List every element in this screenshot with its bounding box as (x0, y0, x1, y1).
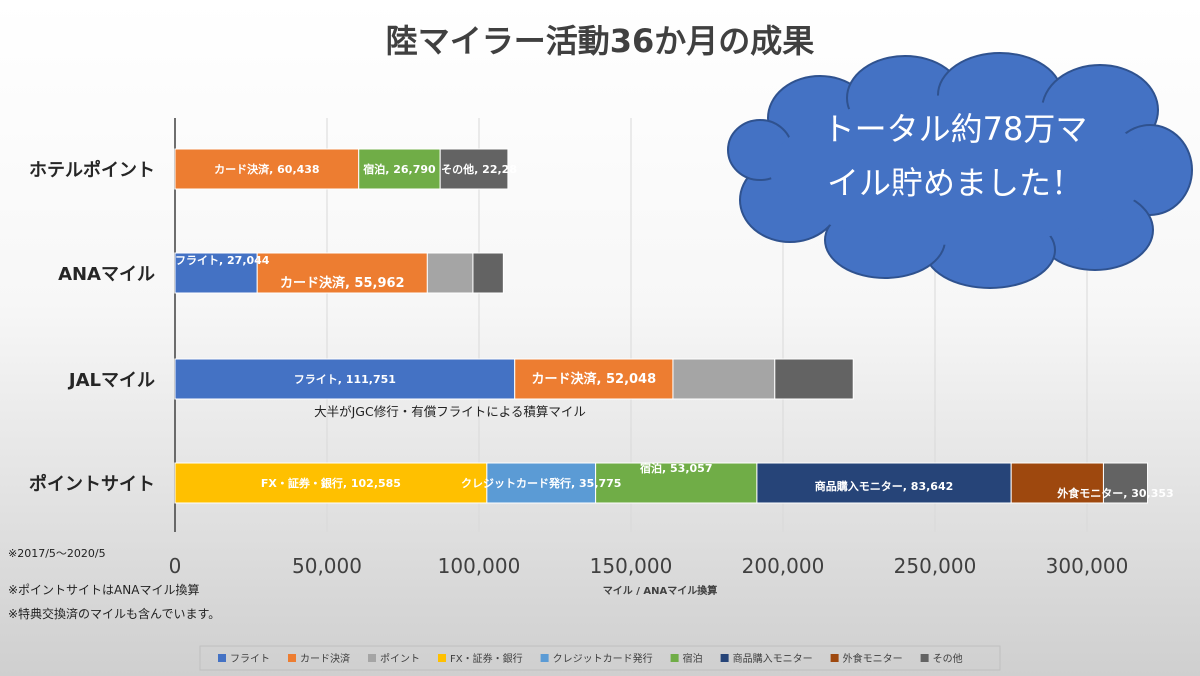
data-label: 外食モニター, 30,353 (1056, 486, 1173, 500)
legend-label: 商品購入モニター (733, 652, 813, 665)
note-redeemed: ※特典交換済のマイルも含んでいます。 (8, 606, 220, 621)
x-tick-label: 200,000 (742, 554, 825, 578)
bars (174, 148, 1149, 504)
category-label: ポイントサイト (29, 473, 155, 495)
x-tick-label: 0 (169, 554, 182, 578)
bar-credit (486, 462, 597, 504)
cloud-text-line2: イル貯めました！ (827, 164, 1083, 202)
x-tick-label: 250,000 (894, 554, 977, 578)
legend-label: FX・証券・銀行 (450, 652, 523, 665)
legend-label: カード決済 (300, 652, 350, 665)
data-label: カード決済, 55,962 (280, 275, 405, 291)
bar-point (672, 358, 776, 400)
x-tick-label: 300,000 (1046, 554, 1129, 578)
bar-other (1102, 462, 1149, 504)
x-tick-label: 100,000 (438, 554, 521, 578)
data-label: フライト, 111,751 (294, 373, 396, 386)
legend-swatch-dining (830, 654, 839, 662)
bar-other (774, 358, 854, 400)
bar-card (514, 358, 674, 400)
bar-fx (174, 462, 488, 504)
legend-swatch-fx (438, 654, 446, 662)
legend-swatch-flight (218, 654, 226, 662)
cloud-text-line1: トータル約78万マ (823, 110, 1088, 148)
total-cloud-callout: トータル約78万マ イル貯めました！ (727, 52, 1193, 289)
bar-flight (174, 252, 258, 294)
data-labels: カード決済, 60,438 宿泊, 26,790 その他, 22,28 フライト, 2… (175, 162, 1174, 500)
bar-card (256, 252, 428, 294)
legend-label: フライト (230, 653, 270, 665)
x-tick-labels: 0 50,000 100,000 150,000 200,000 250,000 300,0… (169, 554, 1129, 578)
legend: フライト カード決済 ポイント FX・証券・銀行 クレジットカード発行 宿泊 商品購入モニタ… (199, 645, 1001, 671)
data-label: 宿泊, 26,790 (363, 162, 436, 176)
period-note: ※2017/5～2020/5 (8, 547, 106, 560)
legend-frame (199, 645, 1001, 671)
data-label: クレジットカード発行, 35,775 (461, 476, 621, 490)
bar-hotel (595, 462, 758, 504)
bar-card (174, 148, 360, 190)
x-axis-title: マイル / ANAマイル換算 (603, 584, 717, 597)
jal-note: 大半がJGC修行・有償フライトによる積算マイル (314, 404, 586, 419)
bar-other (472, 252, 504, 294)
data-label: その他, 22,28 (441, 162, 517, 176)
legend-swatch-product (720, 654, 729, 662)
chart-title: 陸マイラー活動36か月の成果 (386, 22, 815, 60)
category-label: ANAマイル (58, 264, 155, 285)
legend-label: 外食モニター (843, 652, 903, 665)
bar-dining (1010, 462, 1104, 504)
bar-hotel (358, 148, 441, 190)
legend-swatch-hotel (670, 654, 679, 662)
legend-swatch-other (920, 654, 929, 662)
legend-swatch-credit (540, 654, 549, 662)
bar-point (426, 252, 474, 294)
legend-label: 宿泊 (683, 652, 703, 665)
data-label: フライト, 27,044 (175, 254, 270, 267)
data-label: カード決済, 60,438 (214, 162, 319, 176)
data-label: 宿泊, 53,057 (640, 461, 712, 475)
legend-swatch-card (288, 654, 296, 662)
x-tick-label: 150,000 (590, 554, 673, 578)
x-tick-label: 50,000 (292, 554, 362, 578)
data-label: 商品購入モニター, 83,642 (815, 479, 953, 493)
category-label: ホテルポイント (29, 159, 155, 181)
bar-other (439, 148, 509, 190)
note-point-site: ※ポイントサイトはANAマイル換算 (8, 582, 199, 597)
legend-swatch-point (368, 654, 376, 662)
legend-label: クレジットカード発行 (553, 652, 653, 665)
category-label: JALマイル (67, 370, 155, 391)
bar-product (756, 462, 1012, 504)
data-label: FX・証券・銀行, 102,585 (261, 476, 401, 490)
legend-label: ポイント (380, 653, 420, 665)
legend-label: その他 (933, 652, 963, 665)
data-label: カード決済, 52,048 (532, 371, 657, 387)
